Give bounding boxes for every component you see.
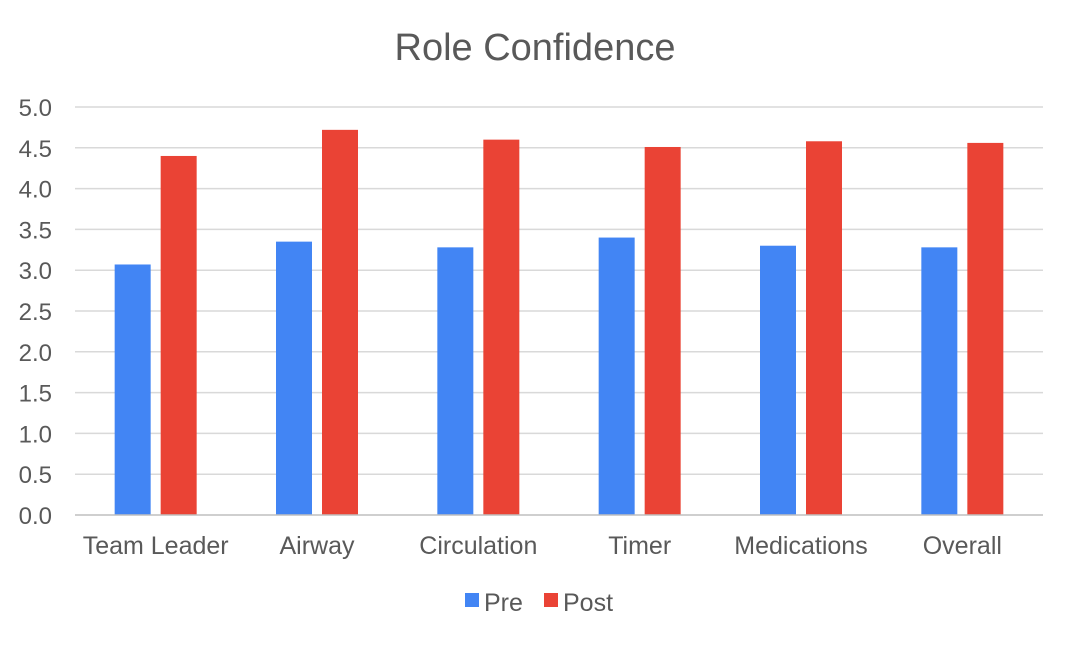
- legend-swatch-pre: [465, 593, 479, 607]
- bar-pre: [437, 247, 474, 516]
- y-tick-label: 5.0: [19, 95, 52, 122]
- bar-post: [967, 142, 1004, 516]
- bars: [114, 129, 1004, 516]
- bar-post: [644, 146, 681, 515]
- x-category-label: Timer: [608, 532, 671, 560]
- bar-post: [160, 155, 197, 515]
- x-axis-categories: Team Leader Airway Circulation Timer Medicat…: [83, 532, 1002, 560]
- x-category-label: Overall: [923, 532, 1002, 560]
- legend: Pre Post: [465, 589, 613, 617]
- bar-pre: [598, 237, 635, 515]
- y-tick-label: 2.5: [19, 299, 52, 326]
- y-tick-label: 0.5: [19, 462, 52, 489]
- x-category-label: Circulation: [419, 532, 537, 560]
- y-tick-label: 2.0: [19, 340, 52, 367]
- y-tick-label: 3.0: [19, 258, 52, 285]
- x-category-label: Medications: [734, 532, 867, 560]
- y-tick-label: 0.0: [19, 503, 52, 530]
- x-category-label: Airway: [279, 532, 355, 560]
- gridlines: [75, 106, 1043, 475]
- bar-pre: [276, 241, 312, 515]
- y-tick-label: 1.0: [19, 421, 52, 448]
- y-tick-label: 4.5: [19, 136, 52, 163]
- bar-post: [483, 139, 520, 515]
- y-tick-label: 1.5: [19, 381, 52, 408]
- bar-pre: [921, 247, 958, 516]
- bar-post: [806, 141, 842, 515]
- chart-title: Role Confidence: [395, 27, 676, 69]
- bar-pre: [760, 245, 796, 515]
- y-tick-label: 4.0: [19, 177, 52, 204]
- bar-post: [322, 129, 358, 515]
- x-category-label: Team Leader: [83, 532, 229, 560]
- bar-pre: [114, 264, 151, 515]
- legend-swatch-post: [544, 593, 558, 607]
- y-tick-label: 3.5: [19, 217, 52, 244]
- y-axis-ticks: 0.0 0.5 1.0 1.5 2.0 2.5 3.0 3.5 4.0 4.5 5.0: [19, 95, 52, 530]
- legend-label-post: Post: [563, 589, 613, 617]
- legend-label-pre: Pre: [484, 589, 523, 617]
